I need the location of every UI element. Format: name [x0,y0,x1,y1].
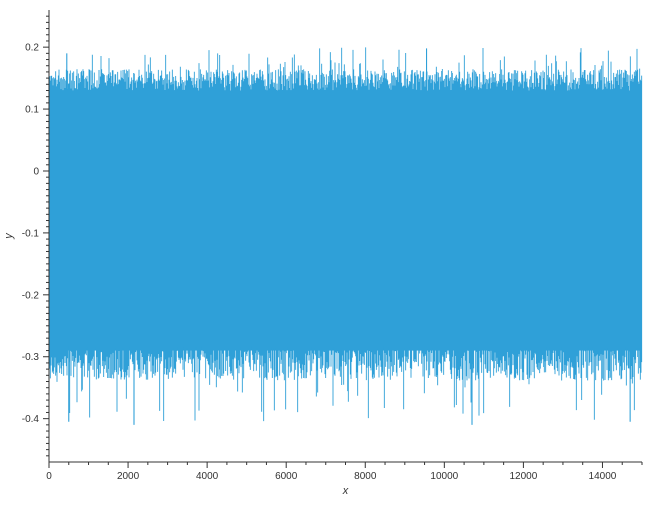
x-tick-label: 2000 [117,471,140,482]
y-tick-label: -0.1 [22,228,40,239]
y-tick-label: -0.4 [22,414,40,425]
plot-area [48,47,643,425]
notable-points-layer [66,48,631,425]
y-tick-label: 0.2 [25,43,39,54]
y-tick-label: 0.1 [25,105,39,116]
y-tick-label: -0.3 [22,352,40,363]
axes-layer: 0 2000 4000 6000 8000 10000 12000 14000 0.20.10… [3,10,643,497]
series-line [48,47,643,422]
x-tick-label: 8000 [354,471,377,482]
y-tick-label: -0.2 [22,290,40,301]
x-tick-label: 4000 [196,471,219,482]
x-axis-ticks: 0 2000 4000 6000 8000 10000 12000 14000 [46,462,643,482]
x-tick-label: 14000 [589,471,617,482]
x-axis-label: x [342,485,349,497]
x-tick-label: 6000 [275,471,298,482]
y-axis-ticks: 0.2 0.1 0 -0.1 -0.2 -0.3 -0.4 [22,15,49,457]
x-tick-label: 0 [46,471,52,482]
x-tick-label: 10000 [430,471,458,482]
y-axis-label: y [3,232,15,240]
series-layer [48,47,643,422]
x-tick-label: 12000 [509,471,537,482]
y-tick-label: 0 [33,166,39,177]
